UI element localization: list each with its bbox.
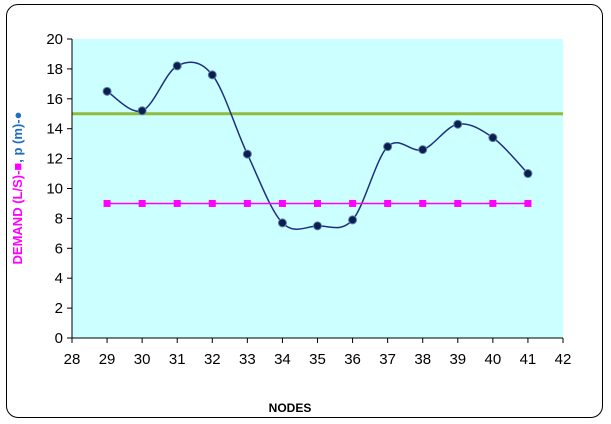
- series-layer: [102, 61, 533, 231]
- x-tick-label: 29: [99, 351, 116, 368]
- y-tick-label: 12: [46, 151, 63, 168]
- y-axis-label-part: , p (m)-: [10, 119, 25, 162]
- x-tick-labels: 28 29 30 31 32 33 34 35 36 37 38 39 40 41 42: [64, 351, 572, 368]
- data-point-pressure: [102, 86, 112, 96]
- data-point-demand: [208, 199, 216, 207]
- y-tick-label: 16: [46, 91, 63, 108]
- data-point-demand: [103, 199, 111, 207]
- x-tick-label: 36: [344, 351, 361, 368]
- data-point-pressure: [137, 106, 147, 116]
- data-point-pressure: [207, 70, 217, 80]
- data-point-pressure: [277, 218, 287, 228]
- data-point-demand: [489, 199, 497, 207]
- x-tick-label: 39: [449, 351, 466, 368]
- x-tick-label: 38: [414, 351, 431, 368]
- y-tick-label: 20: [46, 31, 63, 48]
- data-point-pressure: [348, 215, 358, 225]
- data-point-demand: [173, 199, 181, 207]
- data-point-demand: [384, 199, 392, 207]
- data-point-pressure: [383, 142, 393, 152]
- y-axis-label: DEMAND (L/S)-■, p (m)-●: [10, 112, 25, 265]
- y-tick-label: 10: [46, 181, 63, 198]
- data-point-demand: [454, 199, 462, 207]
- y-tick-label: 18: [46, 61, 63, 78]
- data-point-demand: [314, 199, 321, 207]
- data-point-pressure: [523, 169, 533, 179]
- data-point-pressure: [488, 133, 498, 143]
- data-point-demand: [138, 199, 146, 207]
- y-axis-label-part: DEMAND (L/S)-: [10, 171, 25, 265]
- x-tick-label: 31: [169, 351, 186, 368]
- series-pressure: [102, 61, 533, 231]
- data-point-demand: [243, 199, 251, 207]
- x-axis-label: NODES: [269, 401, 312, 415]
- x-tick-label: 37: [379, 351, 396, 368]
- x-tick-label: 33: [239, 351, 256, 368]
- x-tick-label: 30: [134, 351, 151, 368]
- data-point-demand: [349, 199, 357, 207]
- data-point-pressure: [453, 119, 463, 129]
- data-point-pressure: [313, 221, 322, 231]
- x-tick-label: 40: [485, 351, 502, 368]
- axes: [67, 38, 564, 343]
- plot-area: [72, 39, 563, 338]
- series-demand: [103, 199, 532, 207]
- y-tick-label: 6: [55, 240, 63, 257]
- data-point-demand: [419, 199, 427, 207]
- x-tick-label: 32: [204, 351, 221, 368]
- x-tick-label: 41: [520, 351, 537, 368]
- data-point-pressure: [418, 145, 428, 155]
- x-tick-label: 42: [555, 351, 572, 368]
- x-tick-label: 28: [64, 351, 81, 368]
- y-axis-label-part: ■: [10, 163, 25, 171]
- data-point-demand: [278, 199, 286, 207]
- y-tick-label: 0: [55, 330, 63, 347]
- data-point-pressure: [172, 61, 182, 71]
- y-tick-label: 14: [46, 121, 63, 138]
- x-tick-label: 34: [274, 351, 291, 368]
- data-point-demand: [524, 199, 532, 207]
- y-tick-label: 2: [55, 300, 63, 317]
- data-point-pressure: [242, 149, 252, 159]
- y-tick-label: 4: [55, 270, 63, 287]
- y-axis-label-part: ●: [10, 112, 25, 120]
- y-tick-labels: 0 2 4 6 8 10 12 14 16 18 20: [46, 31, 63, 347]
- y-tick-label: 8: [55, 210, 63, 227]
- x-tick-label: 35: [309, 351, 326, 368]
